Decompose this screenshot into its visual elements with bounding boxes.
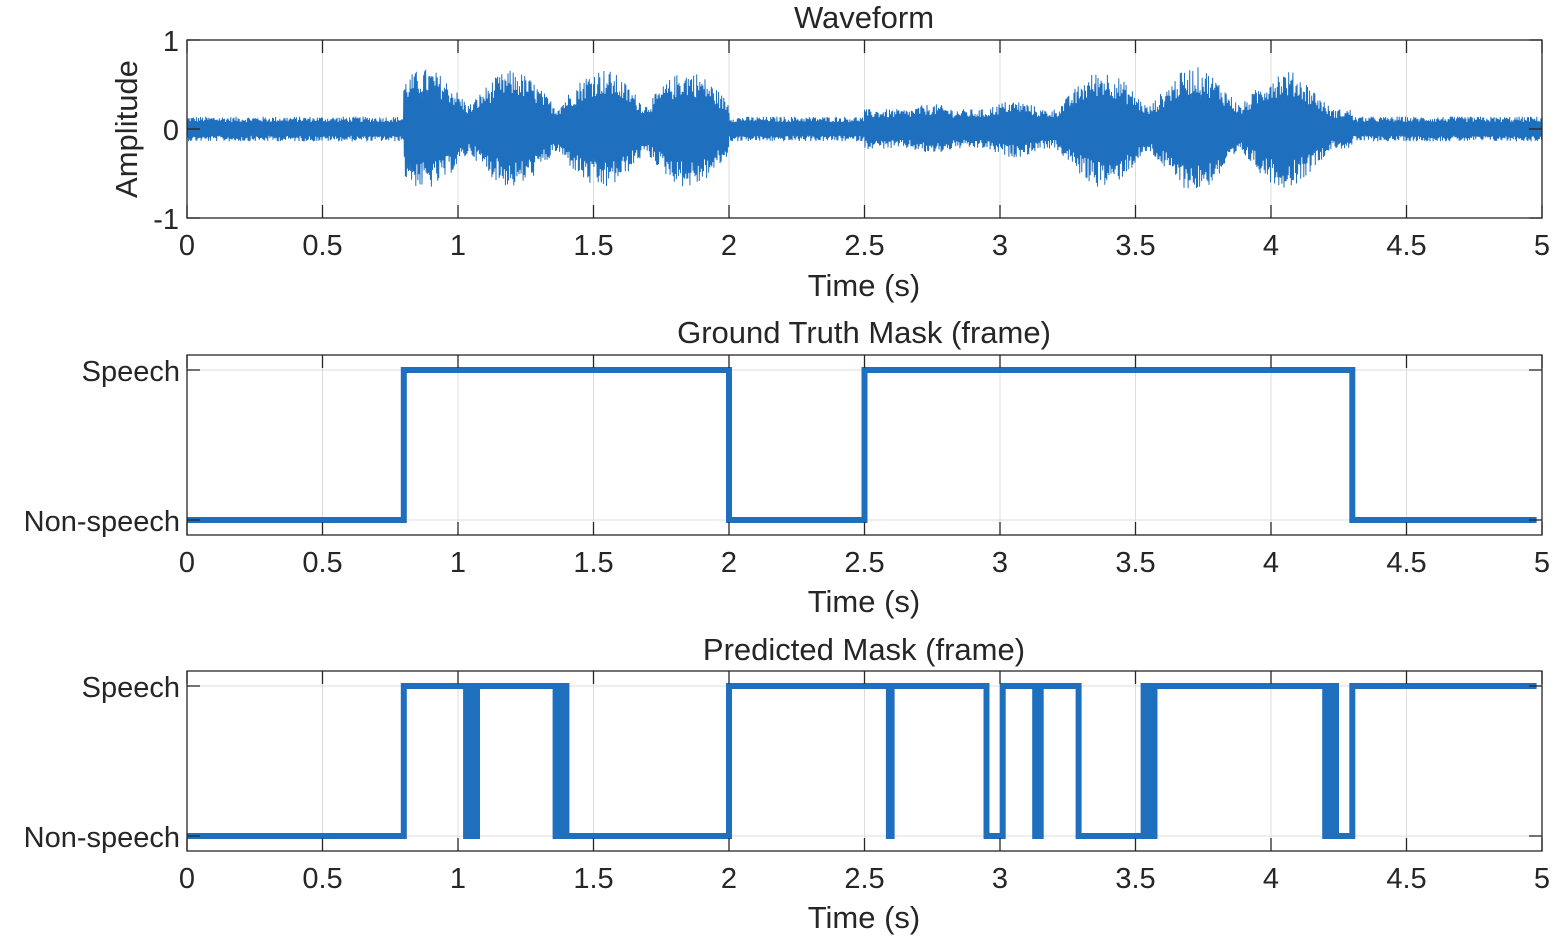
waveform-x-tick-label: 1 [450, 230, 466, 262]
ground-truth-x-tick-label: 3.5 [1115, 547, 1155, 579]
waveform-title: Waveform [794, 0, 934, 35]
waveform-y-tick-label: -1 [153, 204, 179, 236]
predicted-x-tick-label: 3 [992, 863, 1008, 895]
predicted-ticks: 0 0.5 1 1.5 2 2.5 3 3.5 4 4.5 5 Non-speech Speech [24, 671, 1550, 895]
ground-truth-x-tick-label: 4.5 [1386, 547, 1426, 579]
predicted-y-tick-label: Speech [82, 672, 180, 704]
ground-truth-x-tick-label: 0.5 [302, 547, 342, 579]
waveform-x-tick-label: 4.5 [1386, 230, 1426, 262]
predicted-x-tick-label: 4 [1263, 863, 1279, 895]
ground-truth-x-axis-label: Time (s) [808, 584, 921, 619]
waveform-x-tick-label: 0 [179, 230, 195, 262]
ground-truth-x-tick-label: 1 [450, 547, 466, 579]
predicted-x-tick-label: 0 [179, 863, 195, 895]
waveform-x-tick-label: 1.5 [573, 230, 613, 262]
waveform-x-tick-label: 3 [992, 230, 1008, 262]
waveform-y-axis-label: Amplitude [109, 60, 144, 198]
ground-truth-x-tick-label: 0 [179, 547, 195, 579]
predicted-x-tick-label: 1.5 [573, 863, 613, 895]
predicted-x-tick-label: 1 [450, 863, 466, 895]
predicted-panel: 0 0.5 1 1.5 2 2.5 3 3.5 4 4.5 5 Non-speech Speech Pr… [24, 632, 1550, 935]
predicted-x-tick-label: 5 [1534, 863, 1550, 895]
predicted-x-tick-label: 0.5 [302, 863, 342, 895]
ground-truth-x-tick-label: 2.5 [844, 547, 884, 579]
waveform-x-tick-label: 2 [721, 230, 737, 262]
waveform-y-tick-label: 1 [163, 26, 179, 58]
waveform-x-axis-label: Time (s) [808, 268, 921, 303]
ground-truth-panel: 0 0.5 1 1.5 2 2.5 3 3.5 4 4.5 5 Non-speech Speech Gr… [24, 315, 1550, 619]
predicted-x-axis-label: Time (s) [808, 900, 921, 935]
waveform-panel: 0 0.5 1 1.5 2 2.5 3 3.5 4 4.5 5-101 Waveform Time … [109, 0, 1550, 303]
predicted-x-tick-label: 2 [721, 863, 737, 895]
ground-truth-x-tick-label: 4 [1263, 547, 1279, 579]
waveform-ticks: 0 0.5 1 1.5 2 2.5 3 3.5 4 4.5 5-101 [153, 26, 1550, 262]
ground-truth-y-tick-label: Speech [82, 356, 180, 388]
waveform-x-tick-label: 5 [1534, 230, 1550, 262]
predicted-x-tick-label: 3.5 [1115, 863, 1155, 895]
waveform-x-tick-label: 4 [1263, 230, 1279, 262]
waveform-y-tick-label: 0 [163, 115, 179, 147]
ground-truth-x-tick-label: 1.5 [573, 547, 613, 579]
predicted-x-tick-label: 2.5 [844, 863, 884, 895]
waveform-x-tick-label: 2.5 [844, 230, 884, 262]
predicted-title: Predicted Mask (frame) [703, 632, 1025, 667]
ground-truth-mask-line [187, 367, 1537, 523]
waveform-line [186, 67, 1543, 189]
waveform-x-tick-label: 3.5 [1115, 230, 1155, 262]
ground-truth-x-tick-label: 3 [992, 547, 1008, 579]
ground-truth-y-tick-label: Non-speech [24, 506, 180, 538]
ground-truth-ticks: 0 0.5 1 1.5 2 2.5 3 3.5 4 4.5 5 Non-speech Speech [24, 355, 1550, 579]
predicted-y-tick-label: Non-speech [24, 822, 180, 854]
predicted-x-tick-label: 4.5 [1386, 863, 1426, 895]
waveform-x-tick-label: 0.5 [302, 230, 342, 262]
ground-truth-x-tick-label: 2 [721, 547, 737, 579]
ground-truth-x-tick-label: 5 [1534, 547, 1550, 579]
predicted-mask-line [187, 683, 1537, 839]
ground-truth-title: Ground Truth Mask (frame) [677, 315, 1051, 350]
